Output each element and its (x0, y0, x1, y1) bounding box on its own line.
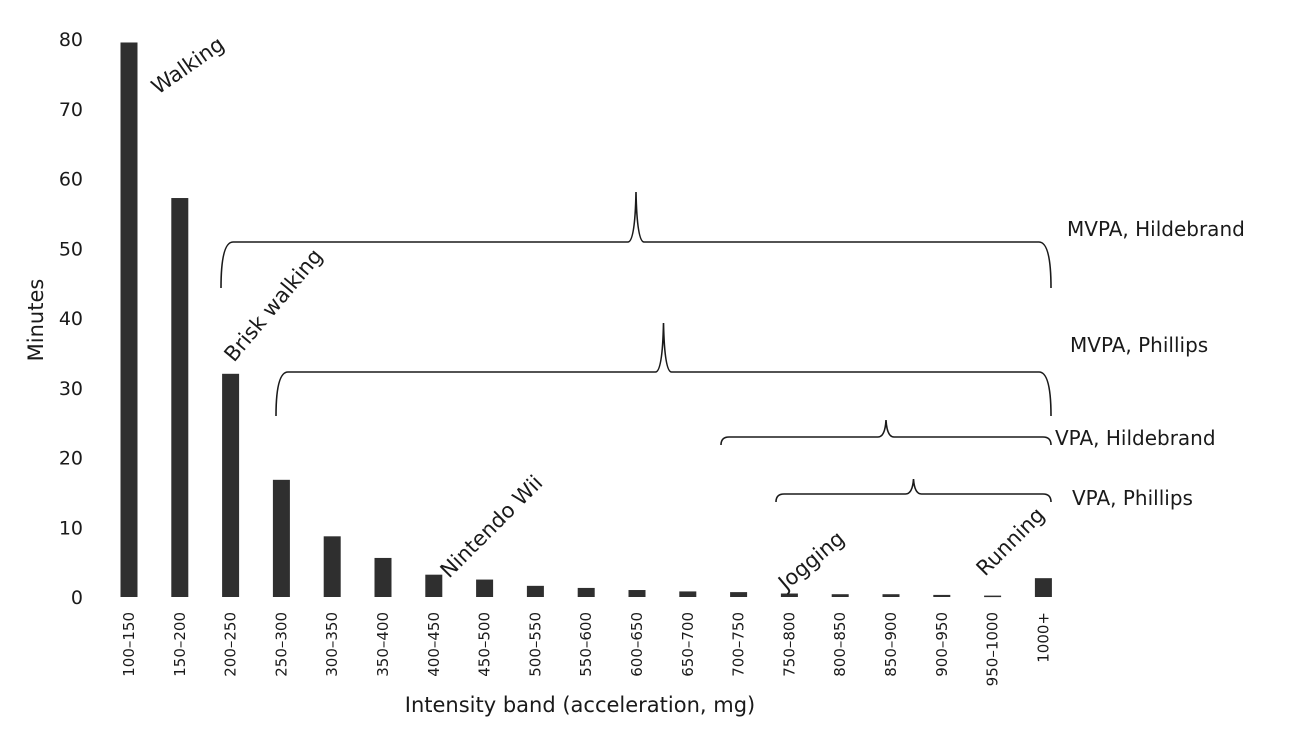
x-axis-title: Intensity band (acceleration, mg) (405, 693, 755, 717)
x-tick-label-600-650: 600–650 (628, 612, 646, 677)
bar-900-950 (933, 594, 951, 597)
annotation-nintendo-wii: Nintendo Wii (436, 471, 548, 583)
bar-200-250 (222, 373, 240, 597)
bar-850-900 (882, 594, 900, 597)
x-tick-label-800-850: 800–850 (831, 612, 849, 677)
y-tick-label-50: 50 (59, 238, 83, 260)
y-tick-label-10: 10 (59, 517, 83, 539)
y-tick-label-60: 60 (59, 169, 83, 191)
x-tick-label-950-1000: 950–1000 (984, 612, 1002, 686)
x-tick-label-100-150: 100–150 (120, 612, 138, 677)
bar-700-750 (730, 592, 748, 597)
range-label-mvpa-phillips: MVPA, Phillips (1070, 333, 1208, 357)
y-tick-label-80: 80 (59, 29, 83, 51)
x-tick-label-1000: 1000+ (1034, 612, 1052, 663)
y-tick-label-20: 20 (59, 448, 83, 470)
bar-600-650 (628, 590, 646, 597)
bar-500-550 (526, 585, 544, 597)
x-tick-label-650-700: 650–700 (679, 612, 697, 677)
x-tick-label-700-750: 700–750 (730, 612, 748, 677)
x-tick-label-400-450: 400–450 (425, 612, 443, 677)
annotation-walking: Walking (147, 32, 229, 99)
x-tick-label-450-500: 450–500 (476, 612, 494, 677)
bar-350-400 (374, 557, 392, 597)
x-tick-label-750-800: 750–800 (780, 612, 798, 677)
y-tick-label-30: 30 (59, 378, 83, 400)
x-tick-label-850-900: 850–900 (882, 612, 900, 677)
bar-400-450 (425, 574, 443, 597)
bar-750-800 (780, 593, 798, 597)
y-axis-title: Minutes (24, 279, 48, 362)
x-axis-tick-labels: 100–150 150–200 200–250 250–300 300–350 350–4… (120, 612, 1052, 686)
range-label-vpa-phillips: VPA, Phillips (1072, 486, 1193, 510)
x-tick-label-150-200: 150–200 (171, 612, 189, 677)
x-tick-label-900-950: 900–950 (933, 612, 951, 677)
x-tick-label-350-400: 350–400 (374, 612, 392, 677)
x-tick-label-200-250: 200–250 (222, 612, 240, 677)
bar-1000 (1034, 578, 1052, 597)
brace-vpa-phillips (775, 478, 1052, 503)
y-axis-ticks: 0 10 20 30 40 50 60 70 80 (59, 29, 83, 609)
bar-450-500 (476, 579, 494, 597)
brace-mvpa-hildebrand (220, 191, 1052, 289)
range-label-mvpa-hildebrand: MVPA, Hildebrand (1067, 217, 1245, 241)
bar-250-300 (272, 479, 290, 597)
bar-550-600 (577, 587, 595, 597)
bars (120, 42, 1052, 598)
x-tick-label-300-350: 300–350 (323, 612, 341, 677)
y-tick-label-0: 0 (71, 587, 83, 609)
bar-800-850 (831, 594, 849, 597)
y-tick-label-70: 70 (59, 99, 83, 121)
x-tick-label-550-600: 550–600 (577, 612, 595, 677)
annotation-jogging: Jogging (772, 526, 849, 596)
range-label-vpa-hildebrand: VPA, Hildebrand (1055, 426, 1216, 450)
x-tick-label-250-300: 250–300 (272, 612, 290, 677)
y-tick-label-40: 40 (59, 308, 83, 330)
range-braces: MVPA, Hildebrand MVPA, Phillips VPA, Hilde… (220, 191, 1245, 510)
annotation-running: Running (972, 503, 1050, 581)
bar-300-350 (323, 536, 341, 597)
brace-vpa-hildebrand (720, 419, 1052, 446)
bar-100-150 (120, 42, 138, 598)
annotation-brisk-walking: Brisk walking (219, 244, 327, 366)
bar-150-200 (171, 198, 189, 597)
bar-650-700 (679, 591, 697, 597)
bar-950-1000 (984, 595, 1002, 598)
x-tick-label-500-550: 500–550 (526, 612, 544, 677)
brace-mvpa-phillips (275, 322, 1052, 417)
